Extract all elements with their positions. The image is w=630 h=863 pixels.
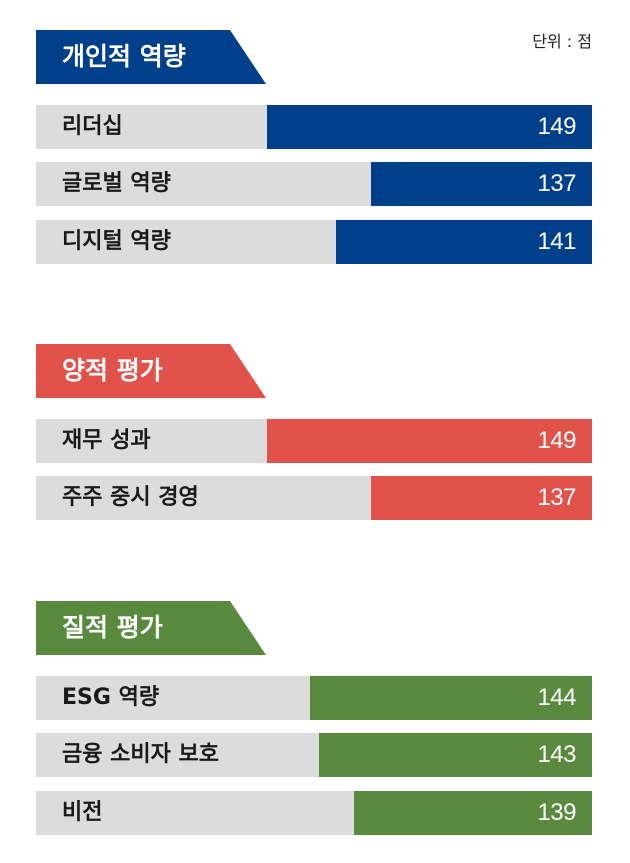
group-title-banner: 질적 평가 bbox=[36, 601, 266, 655]
bar-value: 149 bbox=[537, 113, 576, 140]
bar: 137 bbox=[371, 476, 592, 520]
bar: 144 bbox=[310, 676, 592, 720]
unit-label: 단위 : 점 bbox=[532, 32, 592, 51]
bar-label: 글로벌 역량 bbox=[62, 171, 171, 196]
bar-row: 주주 중시 경영 137 bbox=[36, 476, 592, 520]
bar-value: 137 bbox=[537, 170, 576, 197]
bar-row: 디지털 역량 141 bbox=[36, 220, 592, 264]
bar-label: 리더십 bbox=[62, 114, 123, 139]
group-title-banner: 양적 평가 bbox=[36, 344, 266, 398]
bar-label: ESG 역량 bbox=[62, 685, 160, 710]
bar-value: 141 bbox=[537, 228, 576, 255]
bar-value: 139 bbox=[537, 799, 576, 826]
bar-value: 143 bbox=[537, 741, 576, 768]
bar: 149 bbox=[267, 105, 592, 149]
bar-value: 144 bbox=[537, 684, 576, 711]
bar-label: 비전 bbox=[62, 800, 103, 825]
bar-label: 재무 성과 bbox=[62, 428, 151, 453]
group-qualitative: 질적 평가 ESG 역량 144 금융 소비자 보호 143 비전 139 bbox=[36, 601, 592, 836]
bar-label: 디지털 역량 bbox=[62, 229, 171, 254]
bar: 139 bbox=[353, 791, 592, 835]
bar-row: 리더십 149 bbox=[36, 105, 592, 149]
bar-label: 주주 중시 경영 bbox=[62, 485, 199, 510]
bar: 141 bbox=[336, 220, 592, 264]
bar-row: ESG 역량 144 bbox=[36, 676, 592, 720]
bar-value: 149 bbox=[537, 427, 576, 454]
bar-row: 재무 성과 149 bbox=[36, 419, 592, 463]
group-individual: 개인적 역량 리더십 149 글로벌 역량 137 디지털 역량 141 bbox=[36, 30, 592, 265]
bar-row: 글로벌 역량 137 bbox=[36, 162, 592, 206]
group-quantitative: 양적 평가 재무 성과 149 주주 중시 경영 137 bbox=[36, 344, 592, 524]
bar: 137 bbox=[371, 162, 592, 206]
bar: 149 bbox=[267, 419, 592, 463]
bar: 143 bbox=[319, 733, 592, 777]
bar-label: 금융 소비자 보호 bbox=[62, 742, 219, 767]
bar-row: 금융 소비자 보호 143 bbox=[36, 733, 592, 777]
bar-value: 137 bbox=[537, 484, 576, 511]
bar-row: 비전 139 bbox=[36, 791, 592, 835]
group-title-banner: 개인적 역량 bbox=[36, 30, 266, 84]
